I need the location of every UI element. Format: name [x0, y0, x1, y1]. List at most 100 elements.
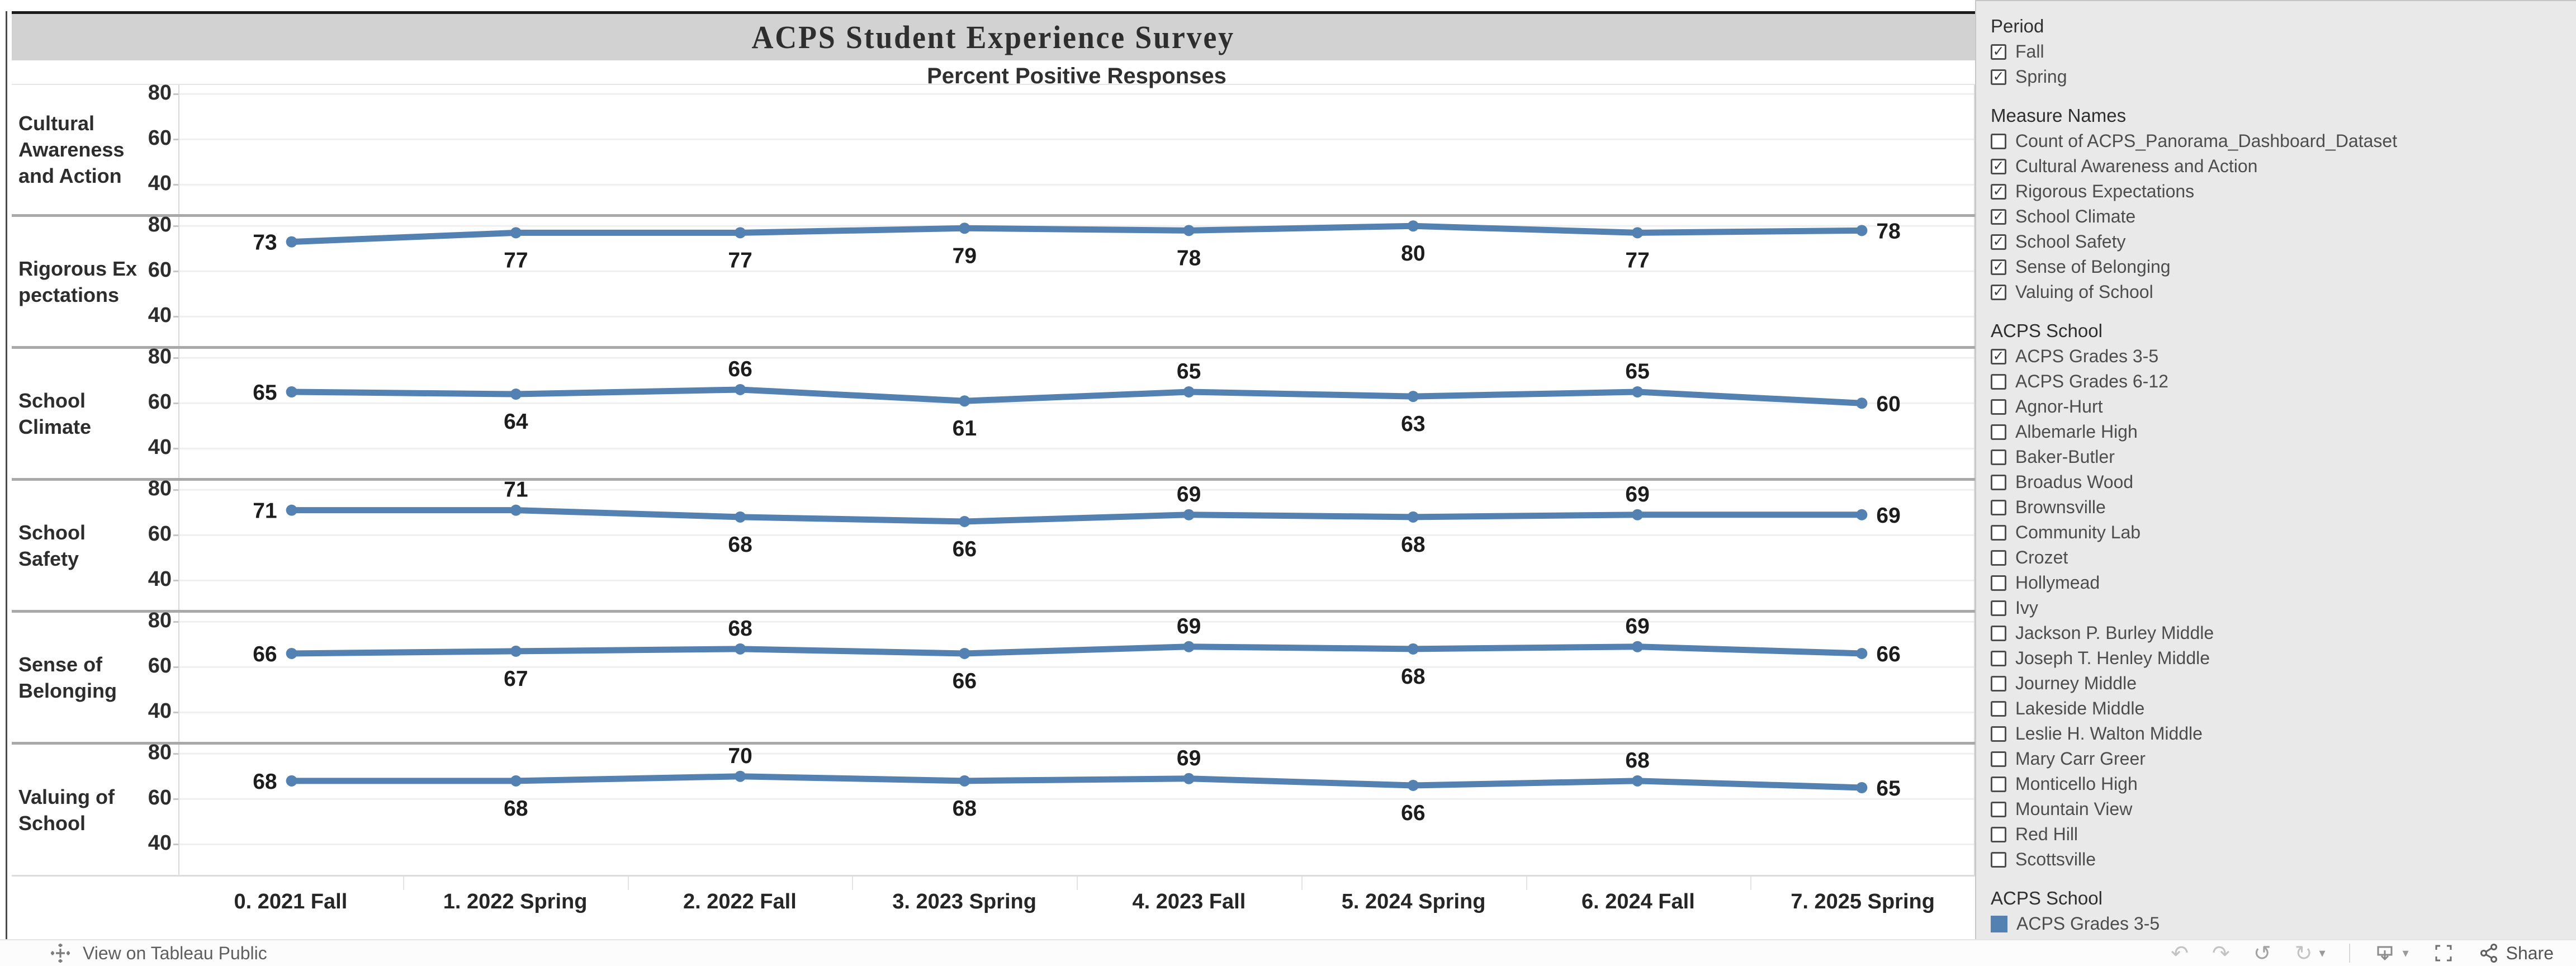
- filter-item[interactable]: ✓ Fall: [1991, 39, 2567, 64]
- data-point[interactable]: [959, 395, 970, 407]
- checkbox-unchecked-icon[interactable]: [1991, 449, 2006, 465]
- filter-item[interactable]: ✓ Valuing of School: [1991, 280, 2567, 305]
- checkbox-unchecked-icon[interactable]: [1991, 726, 2006, 742]
- checkbox-unchecked-icon[interactable]: [1991, 373, 2006, 390]
- filter-item[interactable]: Albemarle High: [1991, 419, 2567, 444]
- data-point[interactable]: [1183, 773, 1195, 784]
- x-axis-label[interactable]: 2. 2022 Fall: [627, 877, 853, 914]
- data-point[interactable]: [959, 222, 970, 234]
- download-caret-icon[interactable]: ▾: [2402, 946, 2409, 960]
- checkbox-unchecked-icon[interactable]: [1991, 700, 2006, 717]
- filter-item[interactable]: Brownsville: [1991, 495, 2567, 520]
- data-point[interactable]: [1632, 641, 1644, 652]
- checkbox-checked-icon[interactable]: ✓: [1991, 284, 2006, 300]
- row-label[interactable]: Valuing of School: [12, 745, 140, 875]
- checkbox-checked-icon[interactable]: ✓: [1991, 69, 2006, 85]
- trend-line[interactable]: [288, 643, 1865, 657]
- data-point[interactable]: [735, 643, 746, 655]
- filter-item[interactable]: Broadus Wood: [1991, 470, 2567, 495]
- data-point[interactable]: [1407, 643, 1419, 655]
- checkbox-unchecked-icon[interactable]: [1991, 575, 2006, 591]
- data-point[interactable]: [286, 647, 297, 659]
- checkbox-checked-icon[interactable]: ✓: [1991, 259, 2006, 275]
- data-point[interactable]: [1856, 397, 1868, 409]
- filter-item[interactable]: Baker-Butler: [1991, 444, 2567, 470]
- x-axis-label[interactable]: 4. 2023 Fall: [1077, 877, 1301, 914]
- data-point[interactable]: [1407, 779, 1419, 791]
- x-axis-label[interactable]: 6. 2024 Fall: [1526, 877, 1751, 914]
- filter-item[interactable]: Leslie H. Walton Middle: [1991, 721, 2567, 746]
- checkbox-unchecked-icon[interactable]: [1991, 600, 2006, 616]
- data-point[interactable]: [959, 775, 970, 787]
- filter-item[interactable]: Count of ACPS_Panorama_Dashboard_Dataset: [1991, 129, 2567, 154]
- x-axis-label[interactable]: 0. 2021 Fall: [234, 890, 348, 913]
- checkbox-unchecked-icon[interactable]: [1991, 133, 2006, 149]
- filter-item[interactable]: ✓ Spring: [1991, 64, 2567, 89]
- checkbox-unchecked-icon[interactable]: [1991, 751, 2006, 767]
- filter-item[interactable]: Jackson P. Burley Middle: [1991, 621, 2567, 646]
- data-point[interactable]: [1632, 227, 1644, 239]
- trend-line[interactable]: [288, 773, 1865, 791]
- checkbox-unchecked-icon[interactable]: [1991, 826, 2006, 842]
- trend-line[interactable]: [288, 386, 1865, 406]
- filter-item[interactable]: ✓ Sense of Belonging: [1991, 254, 2567, 280]
- data-point[interactable]: [959, 515, 970, 527]
- filter-item[interactable]: Crozet: [1991, 545, 2567, 570]
- filter-item[interactable]: Mountain View: [1991, 797, 2567, 822]
- share-button[interactable]: Share: [2478, 942, 2554, 964]
- checkbox-checked-icon[interactable]: ✓: [1991, 209, 2006, 225]
- data-point[interactable]: [735, 383, 746, 395]
- checkbox-checked-icon[interactable]: ✓: [1991, 234, 2006, 250]
- checkbox-checked-icon[interactable]: ✓: [1991, 44, 2006, 60]
- data-point[interactable]: [286, 504, 297, 516]
- checkbox-unchecked-icon[interactable]: [1991, 499, 2006, 515]
- checkbox-unchecked-icon[interactable]: [1991, 625, 2006, 641]
- reset-icon[interactable]: ↺: [2253, 941, 2271, 965]
- data-point[interactable]: [959, 647, 970, 659]
- filter-item[interactable]: Scottsville: [1991, 847, 2567, 872]
- data-point[interactable]: [1856, 225, 1868, 236]
- checkbox-checked-icon[interactable]: ✓: [1991, 158, 2006, 174]
- filter-item[interactable]: Joseph T. Henley Middle: [1991, 646, 2567, 671]
- checkbox-checked-icon[interactable]: ✓: [1991, 183, 2006, 200]
- data-point[interactable]: [286, 236, 297, 248]
- checkbox-unchecked-icon[interactable]: [1991, 801, 2006, 817]
- data-point[interactable]: [510, 645, 522, 657]
- checkbox-unchecked-icon[interactable]: [1991, 424, 2006, 440]
- filter-item[interactable]: Journey Middle: [1991, 671, 2567, 696]
- data-point[interactable]: [1856, 782, 1868, 793]
- checkbox-unchecked-icon[interactable]: [1991, 851, 2006, 868]
- data-point[interactable]: [735, 511, 746, 523]
- data-point[interactable]: [1407, 220, 1419, 232]
- filter-item[interactable]: Agnor-Hurt: [1991, 394, 2567, 419]
- data-point[interactable]: [1183, 509, 1195, 520]
- filter-item[interactable]: ✓ School Climate: [1991, 204, 2567, 229]
- data-point[interactable]: [1407, 391, 1419, 402]
- filter-item[interactable]: Red Hill: [1991, 822, 2567, 847]
- x-axis-label[interactable]: 1. 2022 Spring: [402, 877, 628, 914]
- checkbox-unchecked-icon[interactable]: [1991, 675, 2006, 692]
- data-point[interactable]: [1632, 509, 1644, 520]
- data-point[interactable]: [1183, 386, 1195, 397]
- data-point[interactable]: [1856, 509, 1868, 520]
- filter-item[interactable]: ✓ Rigorous Expectations: [1991, 179, 2567, 204]
- filter-item[interactable]: Community Lab: [1991, 520, 2567, 545]
- data-point[interactable]: [510, 775, 522, 787]
- checkbox-unchecked-icon[interactable]: [1991, 474, 2006, 490]
- legend-item[interactable]: ACPS Grades 3-5: [1991, 911, 2567, 936]
- data-point[interactable]: [1407, 511, 1419, 523]
- refresh-icon[interactable]: ↻: [2294, 941, 2313, 965]
- checkbox-unchecked-icon[interactable]: [1991, 776, 2006, 792]
- filter-item[interactable]: ✓ School Safety: [1991, 229, 2567, 254]
- filter-item[interactable]: ACPS Grades 6-12: [1991, 369, 2567, 394]
- checkbox-unchecked-icon[interactable]: [1991, 550, 2006, 566]
- data-point[interactable]: [735, 227, 746, 239]
- checkbox-checked-icon[interactable]: ✓: [1991, 348, 2006, 364]
- row-label[interactable]: Rigorous Ex pectations: [12, 217, 140, 346]
- undo-icon[interactable]: ↶: [2171, 941, 2189, 965]
- filter-item[interactable]: ✓ Cultural Awareness and Action: [1991, 154, 2567, 179]
- tableau-public-link[interactable]: View on Tableau Public: [49, 942, 267, 964]
- data-point[interactable]: [286, 386, 297, 397]
- data-point[interactable]: [1632, 386, 1644, 397]
- trend-line[interactable]: [288, 507, 1865, 525]
